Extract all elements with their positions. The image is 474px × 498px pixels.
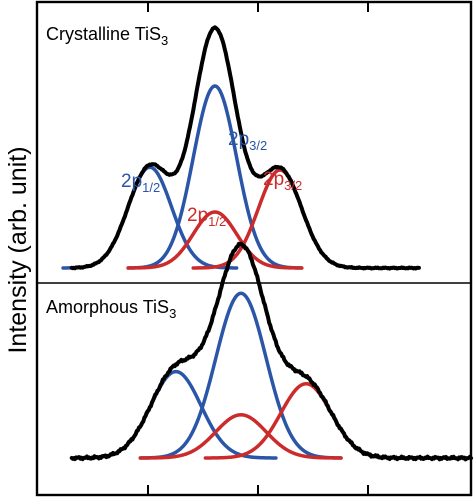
amorphous-envelope-curve [69,241,473,462]
label-2p12-blue: 2p1/2 [121,171,160,195]
label-2p32-blue: 2p3/2 [228,129,267,153]
x-ticks [147,2,369,495]
y-axis-label: Intensity (arb. unit) [4,146,32,353]
amorphous-2p12-red-curve [138,413,343,460]
panel-crystalline: Crystalline TiS3 2p1/2 2p3/2 2p1/2 2p3/2 [46,24,421,271]
label-2p32-red: 2p3/2 [263,169,302,193]
panel-amorphous: Amorphous TiS3 [46,241,473,462]
crystalline-2p32-blue-curve [126,84,304,270]
crystalline-envelope-curve [69,25,421,271]
panel-title-amorphous: Amorphous TiS3 [46,297,176,321]
panel-title-crystalline: Crystalline TiS3 [46,24,168,48]
plot-frame [35,0,473,497]
crystalline-2p12-red-curve [126,210,304,270]
amorphous-2p32-blue-curve [138,291,343,460]
label-2p12-red: 2p1/2 [187,205,226,229]
amorphous-2p32-red-curve [203,382,408,460]
